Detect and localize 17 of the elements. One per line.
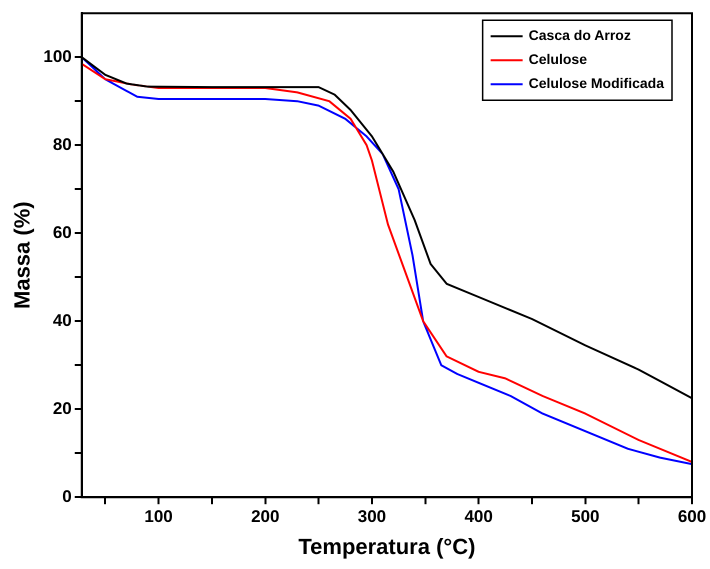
y-tick-label: 100 [43,46,72,66]
x-tick-label: 500 [571,507,600,526]
x-axis-title: Temperatura (°C) [298,534,476,559]
x-tick-label: 200 [251,507,280,526]
x-tick-label: 300 [358,507,386,526]
x-tick-label: 400 [464,507,493,526]
legend-label: Celulose [528,51,588,68]
y-tick-label: 40 [52,310,72,330]
y-axis-title: Massa (%) [9,201,34,309]
x-tick-label: 100 [144,507,173,526]
x-tick-label: 600 [678,507,706,526]
legend-label: Celulose Modificada [528,75,664,92]
y-tick-label: 80 [52,134,72,154]
legend-label: Casca do Arroz [528,27,631,44]
y-tick-label: 60 [52,222,72,242]
y-tick-label: 20 [52,398,72,418]
y-tick-label: 0 [62,486,72,506]
